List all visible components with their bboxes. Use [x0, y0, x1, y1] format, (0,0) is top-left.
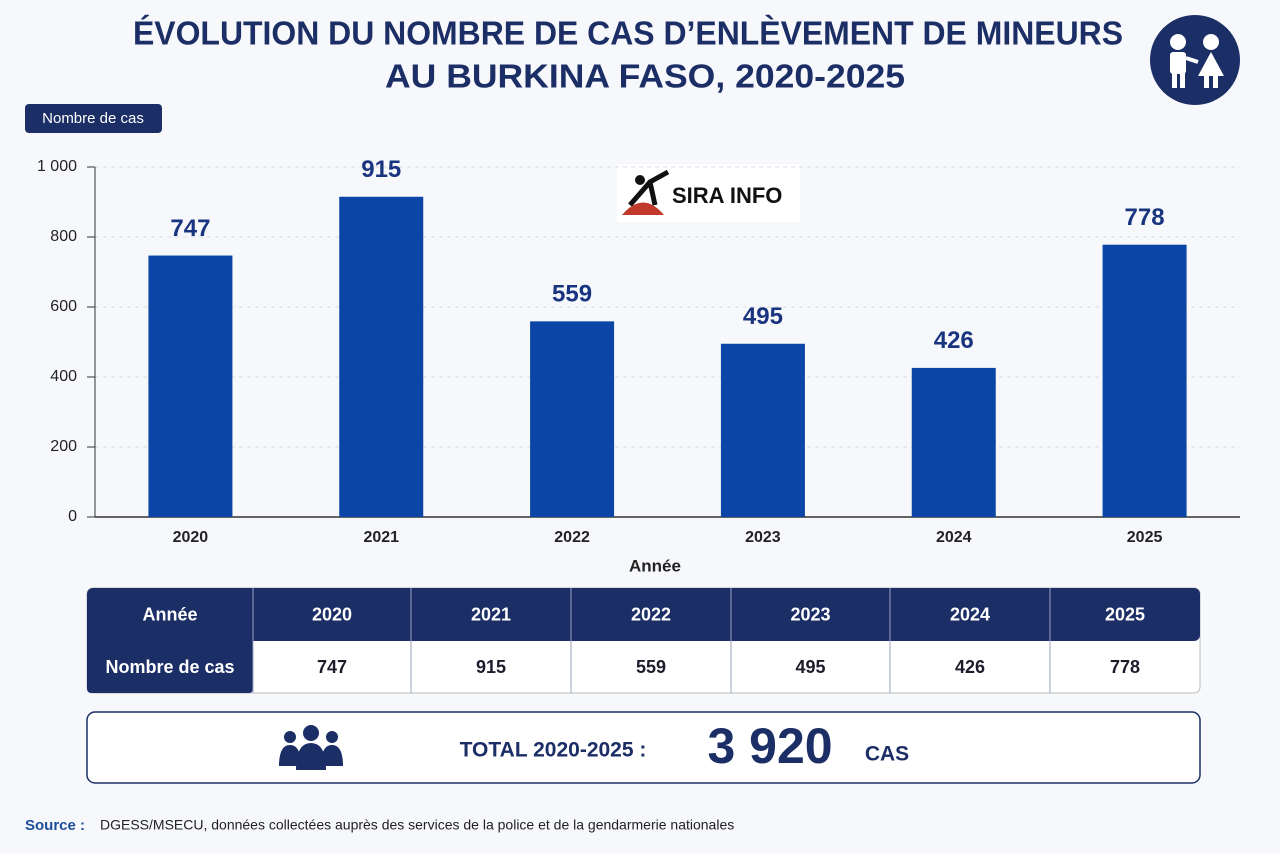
total-value: 3 920 — [707, 718, 832, 774]
table-cell: 426 — [955, 657, 985, 677]
bar — [530, 321, 615, 517]
table-header-cell: 2021 — [471, 604, 511, 624]
bar — [720, 343, 805, 517]
bar — [148, 255, 233, 518]
source-label: Source : — [25, 817, 85, 834]
x-tick-label: 2021 — [363, 529, 399, 546]
title-line: AU BURKINA FASO, 2020-2025 — [385, 58, 905, 95]
x-tick-label: 2024 — [936, 529, 972, 546]
y-axis-label: Nombre de cas — [42, 110, 144, 127]
y-tick-label: 800 — [50, 228, 77, 245]
total-label: TOTAL 2020-2025 : — [460, 739, 647, 762]
children-icon — [1150, 15, 1240, 105]
table-header-cell: Année — [142, 604, 197, 624]
table-cell: Nombre de cas — [105, 657, 234, 677]
table-header-cell: 2023 — [790, 604, 830, 624]
bar — [911, 367, 996, 517]
value-label: 915 — [361, 156, 401, 183]
watermark-text: SIRA INFO — [672, 183, 782, 208]
watermark: SIRA INFO — [617, 164, 800, 222]
x-tick-label: 2023 — [745, 529, 781, 546]
total-box — [86, 711, 1201, 784]
total-unit: CAS — [865, 743, 909, 766]
table-cell: 495 — [795, 657, 825, 677]
table-header-cell: 2020 — [312, 604, 352, 624]
value-label: 495 — [743, 303, 783, 330]
source-text: DGESS/MSECU, données collectées auprès d… — [100, 817, 734, 833]
table-header-cell: 2022 — [631, 604, 671, 624]
y-tick-label: 1 000 — [37, 158, 77, 175]
value-label: 426 — [934, 327, 974, 354]
x-tick-label: 2022 — [554, 529, 590, 546]
table-cell: 747 — [317, 657, 347, 677]
table-header-cell: 2025 — [1105, 604, 1145, 624]
x-tick-label: 2020 — [173, 529, 209, 546]
y-tick-label: 0 — [68, 508, 77, 525]
table-cell: 778 — [1110, 657, 1140, 677]
bar — [339, 196, 424, 517]
y-tick-label: 600 — [50, 298, 77, 315]
x-axis-label: Année — [629, 556, 681, 575]
y-tick-label: 200 — [50, 438, 77, 455]
y-tick-label: 400 — [50, 368, 77, 385]
value-label: 778 — [1125, 204, 1165, 231]
people-icon — [279, 725, 343, 770]
table-cell: 559 — [636, 657, 666, 677]
table-cell: 915 — [476, 657, 506, 677]
table-header-bg — [87, 588, 1200, 641]
table-label-bg — [87, 630, 253, 693]
title-line: ÉVOLUTION DU NOMBRE DE CAS D’ENLÈVEMENT … — [133, 15, 1123, 52]
y-label-badge — [25, 104, 162, 133]
bar — [1102, 244, 1187, 517]
value-label: 559 — [552, 281, 592, 308]
table-header-cell: 2024 — [950, 604, 990, 624]
x-tick-label: 2025 — [1127, 529, 1163, 546]
value-label: 747 — [170, 215, 210, 242]
